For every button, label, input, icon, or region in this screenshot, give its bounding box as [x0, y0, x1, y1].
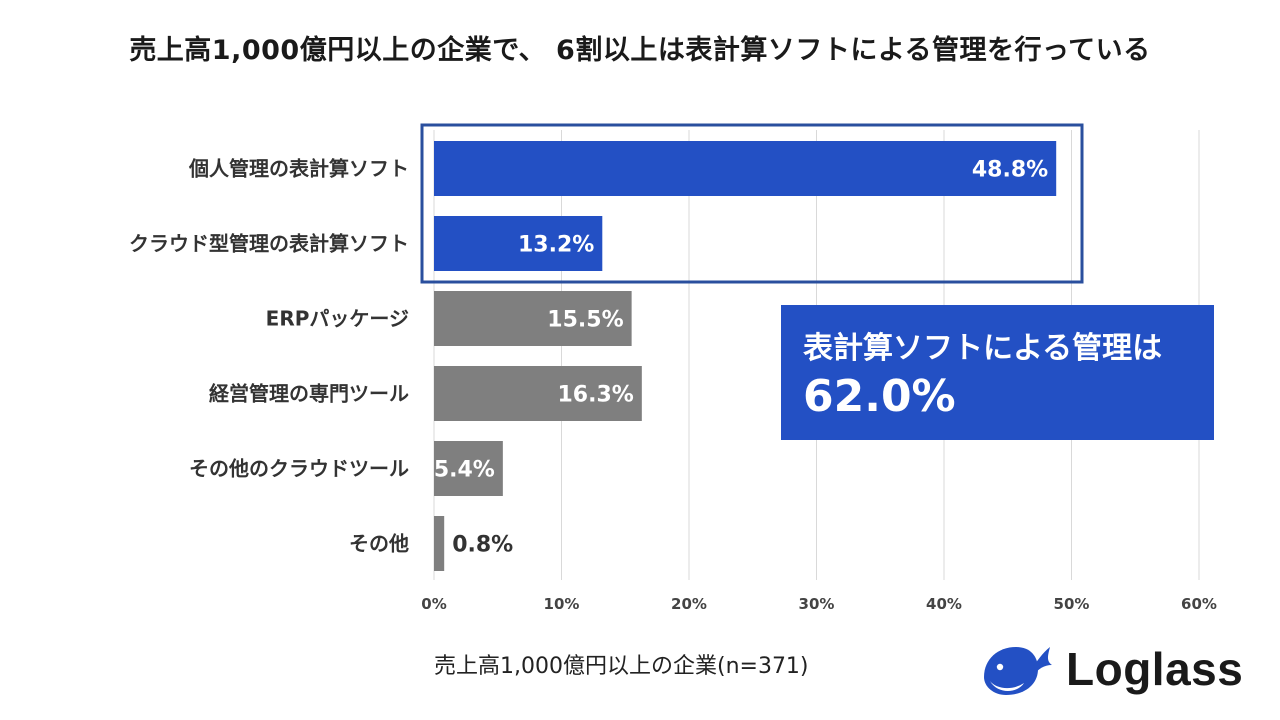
x-tick-label: 10% [544, 595, 580, 613]
data-label: 13.2% [518, 233, 594, 258]
bar [434, 441, 503, 496]
data-label: 48.8% [972, 158, 1048, 183]
bar [434, 141, 1057, 196]
whale-icon [984, 647, 1052, 695]
callout-value: 62.0% [803, 371, 956, 422]
category-label: その他のクラウドツール [189, 457, 409, 481]
x-tick-label: 0% [421, 595, 446, 613]
category-label: ERPパッケージ [266, 307, 409, 331]
bar [434, 291, 632, 346]
x-tick-label: 60% [1181, 595, 1217, 613]
bar [434, 516, 445, 571]
sample-footnote: 売上高1,000億円以上の企業(n=371) [434, 654, 809, 679]
highlight-box-group [420, 123, 1084, 284]
brand-logo: Loglass [976, 637, 1243, 701]
data-label: 0.8% [452, 533, 513, 558]
x-tick-label: 40% [926, 595, 962, 613]
category-label: その他 [349, 532, 409, 556]
callout-text: 表計算ソフトによる管理は [803, 331, 1163, 366]
bars: 48.8% 13.2% 15.5% 16.3% 5.4% 0.8% [434, 141, 1057, 571]
bar [434, 366, 642, 421]
x-tick-label: 20% [671, 595, 707, 613]
highlight-box [420, 123, 1084, 284]
category-label: 経営管理の専門ツール [209, 382, 409, 406]
category-label: 個人管理の表計算ソフト [188, 157, 409, 181]
summary-callout: 表計算ソフトによる管理は 62.0% [781, 305, 1214, 440]
logo-wordmark: Loglass [1066, 643, 1244, 695]
data-label: 16.3% [557, 383, 633, 408]
data-label: 15.5% [547, 308, 623, 333]
data-label: 5.4% [434, 458, 495, 483]
x-tick-label: 30% [799, 595, 835, 613]
category-label: クラウド型管理の表計算ソフト [129, 232, 409, 256]
x-axis-ticks: 0% 10% 20% 30% 40% 50% 60% [421, 595, 1217, 613]
x-tick-label: 50% [1054, 595, 1090, 613]
bar [434, 216, 603, 271]
chart-title: 売上高1,000億円以上の企業で、 6割以上は表計算ソフトによる管理を行っている [129, 35, 1151, 66]
